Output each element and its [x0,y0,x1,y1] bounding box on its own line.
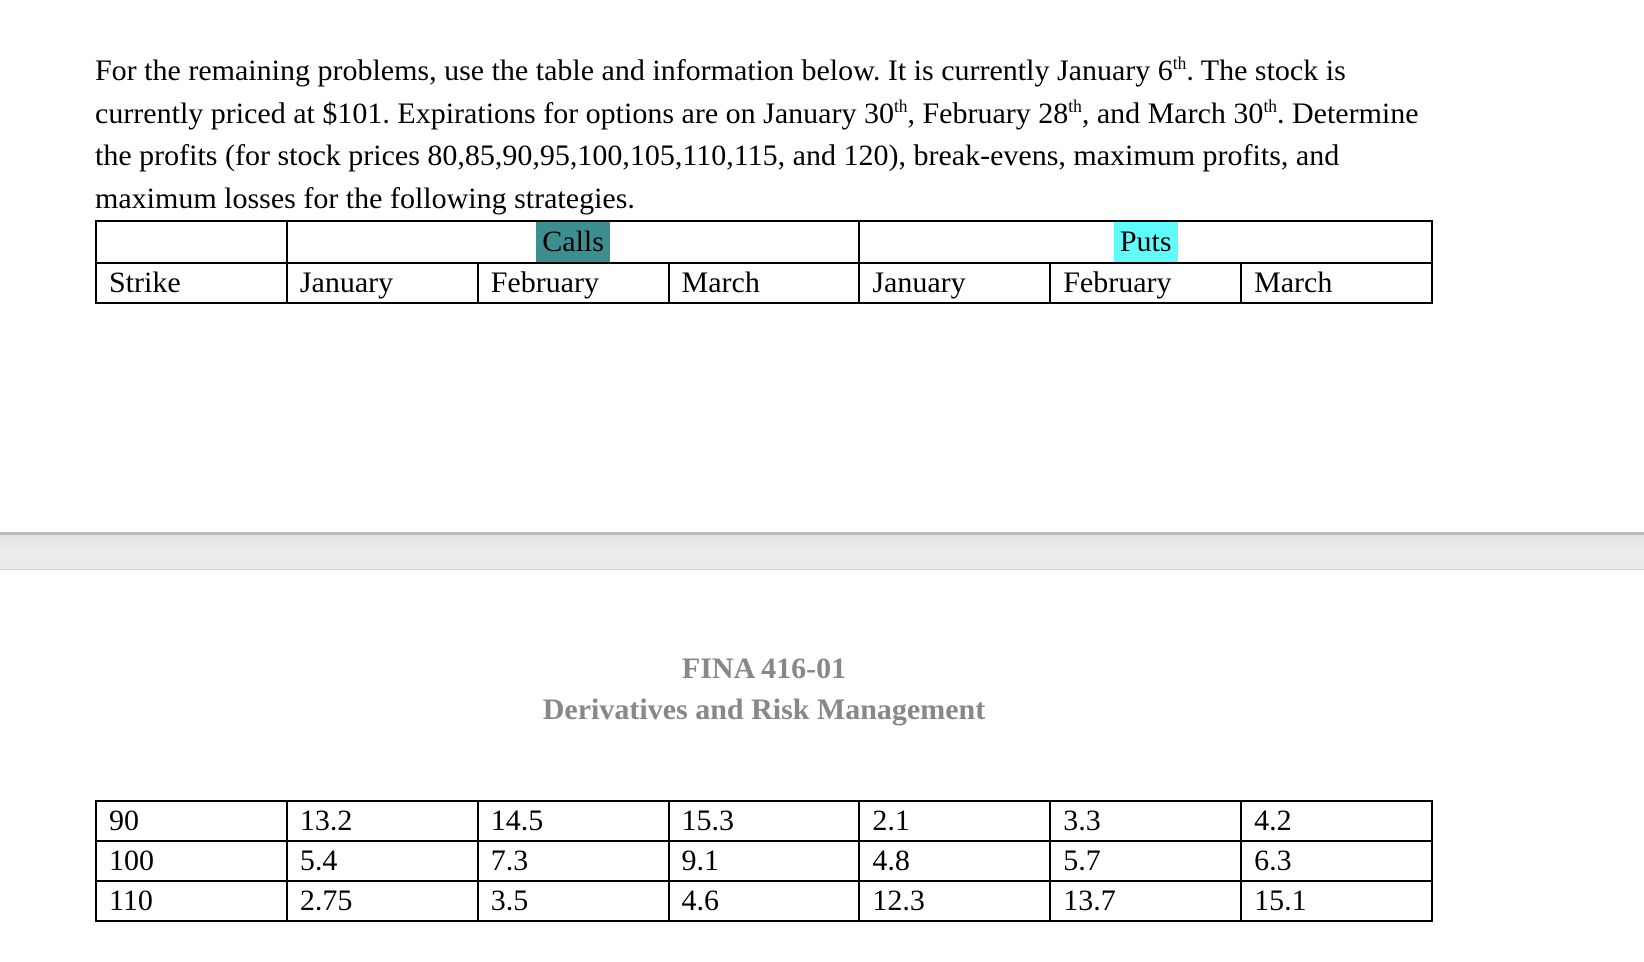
superscript-th: th [1263,95,1277,116]
strike-cell: 100 [95,840,288,882]
course-code-heading: FINA 416-01 [681,652,847,685]
calls-february-header-cell: February [476,262,670,304]
puts-highlight-label: Puts [1113,223,1178,261]
price-cell: 7.3 [476,840,670,882]
calls-group-cell: Calls [285,220,861,264]
puts-march-header-cell: March [1240,262,1433,304]
paragraph-text: . Determine the profits (for stock price… [95,96,1419,215]
price-cell: 5.7 [1049,840,1243,882]
superscript-th: th [1172,53,1187,73]
price-cell: 12.3 [858,880,1052,922]
price-cell: 2.75 [285,880,479,922]
price-cell: 4.2 [1240,800,1433,842]
calls-highlight-label: Calls [536,223,610,261]
puts-january-header-cell: January [858,262,1052,304]
price-cell: 13.2 [285,800,479,842]
puts-february-header-cell: February [1049,262,1243,304]
page-separator [0,532,1644,570]
options-quote-table-header: Calls Puts Strike January February March… [95,220,1433,304]
paragraph-text: , and March 30 [1081,96,1264,130]
puts-group-cell: Puts [858,220,1433,264]
price-cell: 15.3 [667,800,861,842]
price-cell: 2.1 [858,800,1052,842]
paragraph-text: , February 28 [907,96,1069,130]
price-cell: 14.5 [476,800,670,842]
table-row-strike-110: 110 2.75 3.5 4.6 12.3 13.7 15.1 [95,880,1433,922]
strike-cell: 110 [95,880,288,922]
options-quote-table-body: 90 13.2 14.5 15.3 2.1 3.3 4.2 100 5.4 7.… [95,800,1433,922]
calls-january-header-cell: January [285,262,479,304]
paragraph-text: . The stock is currently priced at $101.… [95,54,1346,130]
table-row-strike-90: 90 13.2 14.5 15.3 2.1 3.3 4.2 [95,800,1433,842]
price-cell: 6.3 [1240,840,1433,882]
column-header-row: Strike January February March January Fe… [95,262,1433,304]
course-title-heading: Derivatives and Risk Management [542,693,986,726]
paragraph-text: For the remaining problems, use the tabl… [95,54,1173,87]
superscript-th: th [1068,95,1082,116]
blank-corner-cell [95,220,288,264]
price-cell: 15.1 [1240,880,1433,922]
price-cell: 4.6 [667,880,861,922]
strike-header-cell: Strike [95,262,288,304]
intro-paragraph: For the remaining problems, use the tabl… [95,50,1435,220]
calls-puts-group-row: Calls Puts [95,220,1433,264]
price-cell: 13.7 [1049,880,1243,922]
price-cell: 9.1 [667,840,861,882]
page-header-block: FINA 416-01 Derivatives and Risk Managem… [95,648,1433,730]
strike-cell: 90 [95,800,288,842]
superscript-th: th [893,95,908,116]
price-cell: 3.5 [476,880,670,922]
calls-march-header-cell: March [667,262,861,304]
price-cell: 4.8 [858,840,1052,882]
price-cell: 5.4 [285,840,479,882]
table-row-strike-100: 100 5.4 7.3 9.1 4.8 5.7 6.3 [95,840,1433,882]
price-cell: 3.3 [1049,800,1243,842]
